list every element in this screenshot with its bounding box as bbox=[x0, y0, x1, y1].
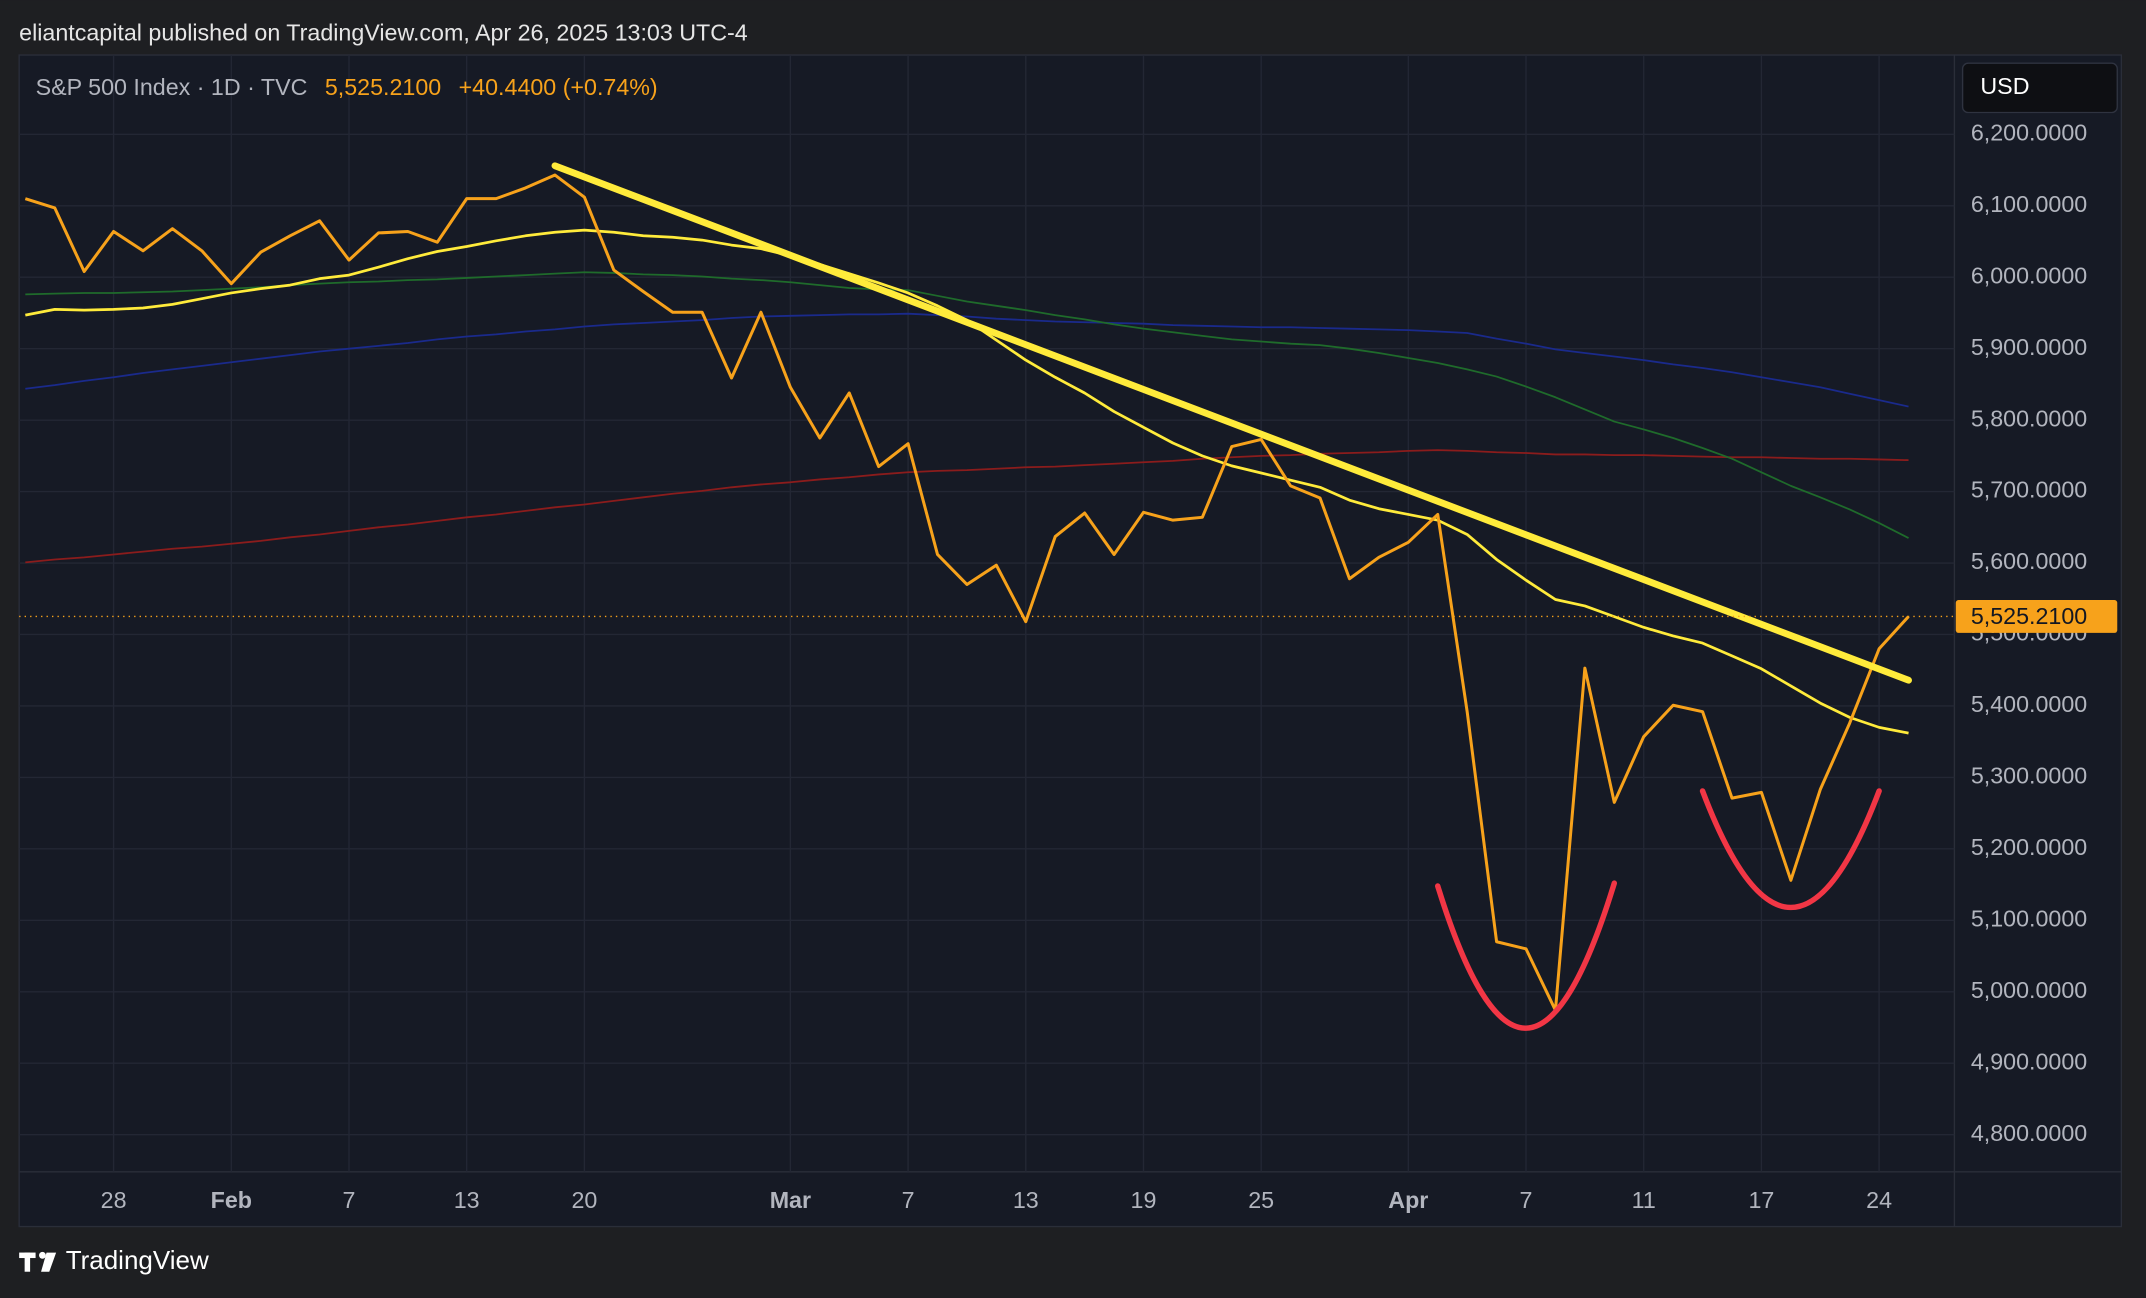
arc-annotation bbox=[1699, 788, 1882, 911]
x-tick-label: 13 bbox=[1013, 1187, 1039, 1213]
series-line bbox=[25, 312, 1909, 408]
y-tick-label: 5,000.0000 bbox=[1971, 977, 2087, 1003]
x-tick-label: 13 bbox=[454, 1187, 480, 1213]
y-tick-label: 6,000.0000 bbox=[1971, 262, 2087, 288]
series-line bbox=[24, 173, 1910, 1012]
x-tick-label: 28 bbox=[101, 1187, 127, 1213]
footer-brand: TradingView bbox=[66, 1245, 209, 1275]
x-tick-label: Mar bbox=[770, 1187, 811, 1213]
logo-part bbox=[41, 1252, 57, 1272]
x-tick-label: 7 bbox=[343, 1187, 356, 1213]
chart-frame bbox=[18, 54, 2123, 1228]
y-tick-label: 5,800.0000 bbox=[1971, 405, 2087, 431]
x-tick-label: 17 bbox=[1748, 1187, 1774, 1213]
last-price-label: 5,525.2100 bbox=[1971, 603, 2087, 629]
overlay-layer: 5,525.2100 bbox=[19, 162, 2118, 1031]
x-tick-label: 25 bbox=[1248, 1187, 1274, 1213]
y-tick-label: 5,300.0000 bbox=[1971, 763, 2087, 789]
logo-part bbox=[24, 1252, 31, 1272]
trendline bbox=[551, 162, 1912, 684]
symbol-change: +40.4400 (+0.74%) bbox=[459, 74, 658, 100]
x-tick-label: Apr bbox=[1388, 1187, 1428, 1213]
currency-label[interactable]: USD bbox=[1980, 73, 2029, 99]
y-tick-label: 4,900.0000 bbox=[1971, 1048, 2087, 1074]
y-tick-label: 5,200.0000 bbox=[1971, 834, 2087, 860]
symbol-name: S&P 500 Index · 1D · TVC bbox=[36, 74, 308, 100]
x-tick-label: 20 bbox=[571, 1187, 597, 1213]
symbol-legend: S&P 500 Index · 1D · TVC 5,525.2100 +40.… bbox=[36, 74, 658, 100]
logo-part bbox=[39, 1251, 46, 1259]
x-tick-label: 24 bbox=[1866, 1187, 1892, 1213]
y-tick-label: 5,400.0000 bbox=[1971, 691, 2087, 717]
series-layer bbox=[24, 173, 1910, 1012]
currency-button[interactable] bbox=[1961, 62, 2118, 114]
x-tick-label: 7 bbox=[1520, 1187, 1533, 1213]
y-tick-label: 6,100.0000 bbox=[1971, 191, 2087, 217]
last-price-tag bbox=[1955, 600, 2118, 633]
tradingview-logo bbox=[19, 1251, 57, 1272]
y-tick-label: 5,700.0000 bbox=[1971, 477, 2087, 503]
y-tick-label: 5,600.0000 bbox=[1971, 548, 2087, 574]
series-line bbox=[25, 271, 1909, 539]
y-tick-label: 4,800.0000 bbox=[1971, 1120, 2087, 1146]
series-line bbox=[25, 449, 1909, 564]
symbol-price: 5,525.2100 bbox=[325, 74, 441, 100]
y-tick-label: 6,200.0000 bbox=[1971, 119, 2087, 145]
x-tick-label: 11 bbox=[1632, 1187, 1656, 1213]
x-tick-label: 7 bbox=[902, 1187, 915, 1213]
x-tick-label: Feb bbox=[211, 1187, 252, 1213]
y-tick-label: 5,900.0000 bbox=[1971, 334, 2087, 360]
publish-header: eliantcapital published on TradingView.c… bbox=[19, 20, 748, 46]
arc-annotation bbox=[1435, 880, 1618, 1031]
y-tick-label: 5,100.0000 bbox=[1971, 905, 2087, 931]
x-tick-label: 19 bbox=[1131, 1187, 1157, 1213]
